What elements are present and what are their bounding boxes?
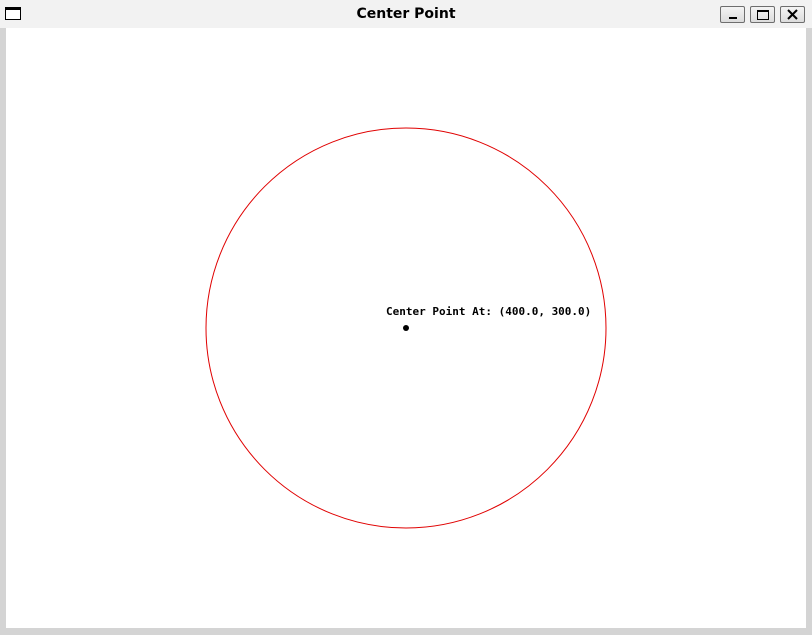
window-title: Center Point: [356, 6, 456, 22]
title-bar[interactable]: Center Point: [0, 0, 812, 28]
scene-svg: Center Point At: (400.0, 300.0): [205, 127, 607, 529]
center-point-marker: [403, 325, 409, 331]
minimize-icon: [729, 17, 737, 19]
center-point-label: Center Point At: (400.0, 300.0): [386, 305, 591, 318]
close-icon: [787, 9, 798, 20]
close-button[interactable]: [780, 6, 805, 23]
maximize-icon: [757, 10, 769, 20]
maximize-button[interactable]: [750, 6, 775, 23]
drawing-canvas[interactable]: Center Point At: (400.0, 300.0): [6, 28, 806, 628]
red-circle: [205, 127, 607, 529]
window-icon[interactable]: [5, 7, 21, 20]
minimize-button[interactable]: [720, 6, 745, 23]
